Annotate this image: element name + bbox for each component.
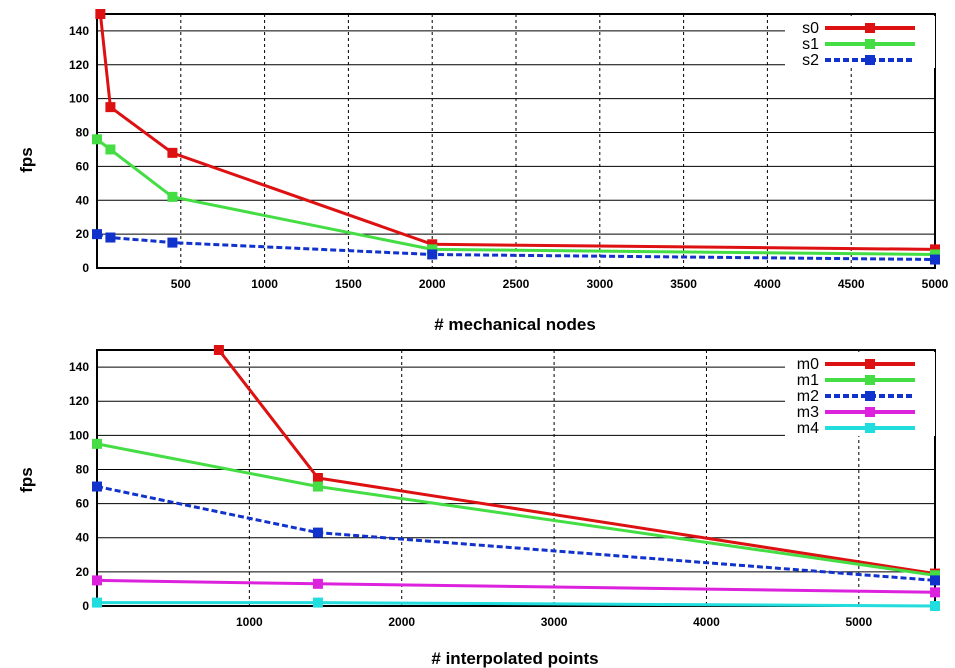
top-y-tick-label: 120: [69, 58, 89, 72]
top-series-point-s0: [95, 9, 106, 19]
bottom-x-tick-label: 1000: [236, 615, 263, 629]
top-legend-marker: [865, 23, 875, 33]
bottom-legend-label: m0: [797, 356, 819, 373]
bottom-legend-marker: [865, 359, 875, 369]
bottom-legend-marker: [865, 407, 875, 417]
bottom-x-tick-label: 4000: [693, 615, 720, 629]
top-x-tick-label: 2500: [503, 277, 530, 291]
bottom-y-tick-label: 80: [76, 462, 90, 476]
bottom-legend-marker: [865, 423, 875, 433]
bottom-legend-label: m1: [797, 372, 819, 389]
top-y-tick-label: 0: [82, 261, 89, 275]
top-x-tick-label: 2000: [419, 277, 446, 291]
top-y-tick-label: 80: [76, 126, 90, 140]
top-legend-marker: [865, 39, 875, 49]
top-series-point-s1: [105, 144, 116, 155]
top-series-point-s1: [930, 249, 940, 260]
top-legend-label: s1: [802, 36, 819, 53]
bottom-series-point-m1: [930, 570, 940, 581]
bottom-series-point-m4: [930, 601, 940, 611]
bottom-y-tick-label: 100: [69, 428, 89, 442]
bottom-series-line-m3: [96, 578, 936, 594]
bottom-series-point-m1: [312, 481, 323, 492]
top-series-point-s0: [167, 147, 178, 158]
bottom-series-line-m2: [96, 485, 936, 582]
top-legend-label: s0: [802, 20, 819, 37]
bottom-series-point-m2: [92, 481, 102, 492]
bottom-x-tick-label: 5000: [845, 615, 872, 629]
top-series-point-s2: [92, 229, 102, 240]
bottom-series-point-m3: [312, 578, 323, 589]
bottom-x-tick-label: 3000: [541, 615, 568, 629]
bottom-series-point-m2: [312, 527, 323, 538]
top-x-tick-label: 3000: [586, 277, 613, 291]
top-x-tick-label: 5000: [922, 277, 949, 291]
top-series-point-s1: [427, 244, 438, 255]
bottom-y-tick-label: 60: [76, 497, 90, 511]
top-legend-label: s2: [802, 52, 819, 69]
top-y-tick-label: 40: [76, 193, 90, 207]
bottom-series-point-m2: [930, 575, 940, 586]
top-series-point-s0: [105, 102, 116, 113]
bottom-legend-label: m4: [797, 420, 819, 437]
bottom-series-point-m3: [930, 587, 940, 598]
top-x-tick-label: 1000: [251, 277, 278, 291]
bottom-series-point-m0: [312, 473, 323, 483]
bottom-y-tick-label: 120: [69, 394, 89, 408]
bottom-series-point-m0: [213, 345, 224, 355]
top-x-axis-label: # mechanical nodes: [434, 315, 596, 334]
top-series-point-s2: [930, 254, 940, 265]
bottom-x-axis-label: # interpolated points: [431, 649, 598, 668]
bottom-y-tick-label: 0: [82, 599, 89, 613]
bottom-y-axis-label: fps: [17, 467, 36, 493]
bottom-series-point-m4: [312, 597, 323, 608]
bottom-legend-marker: [865, 375, 875, 385]
bottom-legend-marker: [865, 391, 875, 401]
bottom-legend-label: m3: [797, 404, 819, 421]
top-x-tick-label: 3500: [670, 277, 697, 291]
top-y-tick-label: 20: [76, 227, 90, 241]
top-series-point-s1: [92, 134, 102, 145]
top-y-tick-label: 140: [69, 24, 89, 38]
top-y-axis-label: fps: [17, 147, 36, 173]
bottom-plot: # interpolated points fps 0 20 40 60 80 100 12…: [17, 345, 940, 668]
bottom-y-tick-label: 40: [76, 531, 90, 545]
bottom-series-point-m1: [92, 438, 102, 449]
top-x-tick-label: 1500: [335, 277, 362, 291]
top-series-point-s2: [105, 232, 116, 243]
top-y-tick-label: 100: [69, 92, 89, 106]
top-series-point-s2: [427, 249, 438, 260]
bottom-x-tick-label: 2000: [388, 615, 415, 629]
top-legend-marker: [865, 55, 875, 65]
bottom-y-tick-label: 20: [76, 565, 90, 579]
top-y-tick-label: 60: [76, 159, 90, 173]
top-series-point-s0: [930, 244, 940, 255]
bottom-series-point-m4: [92, 597, 102, 608]
bottom-y-tick-label: 140: [69, 360, 89, 374]
top-plot: # mechanical nodes fps 0 20 40 60 80 100 120 14…: [17, 9, 949, 334]
bottom-series-point-m3: [92, 575, 102, 586]
top-x-tick-label: 500: [171, 277, 191, 291]
top-series-point-s1: [167, 191, 178, 202]
top-series-point-s0: [427, 239, 438, 250]
top-series-point-s2: [167, 237, 178, 248]
bottom-legend-label: m2: [797, 388, 819, 405]
top-x-tick-label: 4500: [838, 277, 865, 291]
bottom-plot-frame: [96, 349, 936, 607]
top-x-tick-label: 4000: [754, 277, 781, 291]
